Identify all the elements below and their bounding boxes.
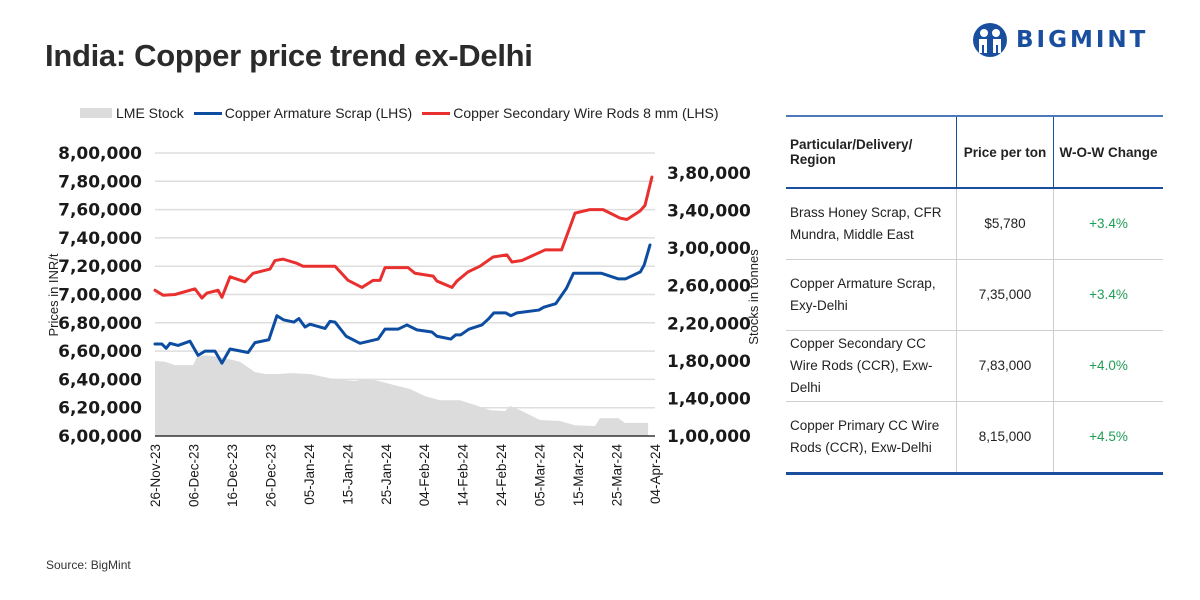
y-tick-label-right: 2,60,000 [667, 277, 751, 297]
cell-change: +4.5% [1053, 401, 1163, 475]
y-tick-label-left: 7,20,000 [58, 257, 142, 277]
legend-label: Copper Armature Scrap (LHS) [224, 105, 413, 121]
y-tick-label-left: 7,60,000 [58, 201, 142, 221]
y-tick-label-left: 6,00,000 [58, 427, 142, 447]
copper-armature-scrap-lhs-line [153, 243, 652, 365]
legend-item-armature-scrap: Copper Armature Scrap (LHS) [193, 105, 413, 121]
y-tick-label-left: 6,80,000 [58, 314, 142, 334]
price-table: Particular/Delivery/ Region Price per to… [786, 115, 1163, 475]
x-tick-label: 05-Jan-24 [302, 444, 317, 505]
y-tick-label-left: 6,60,000 [58, 342, 142, 362]
legend-label: Copper Secondary Wire Rods 8 mm (LHS) [453, 105, 719, 121]
y-tick-label-left: 7,40,000 [58, 229, 142, 249]
y-tick-label-left: 8,00,000 [58, 144, 142, 164]
cell-price: 8,15,000 [956, 401, 1054, 475]
header-change: W-O-W Change [1053, 115, 1163, 189]
table-row: Copper Secondary CC Wire Rods (CCR), Exw… [786, 330, 1163, 402]
cell-change: +4.0% [1053, 330, 1163, 402]
cell-price: $5,780 [956, 188, 1054, 260]
cell-price: 7,35,000 [956, 259, 1054, 331]
x-tick-label: 06-Dec-23 [186, 444, 201, 507]
y-tick-label-right: 1,00,000 [667, 427, 751, 447]
legend-swatch-line [422, 111, 451, 115]
x-tick-label: 15-Jan-24 [340, 444, 355, 505]
legend-item-lme-stock: LME Stock [80, 105, 184, 121]
brand-name: BIGMINT [1016, 27, 1149, 53]
table-row: Copper Armature Scrap, Exy-Delhi 7,35,00… [786, 259, 1163, 331]
axes: 6,00,000 6,20,000 6,40,000 6,60,000 6,80,000… [58, 144, 751, 507]
x-tick-label: 25-Jan-24 [379, 444, 394, 505]
x-tick-label: 04-Feb-24 [417, 444, 432, 507]
header-particular: Particular/Delivery/ Region [786, 115, 957, 189]
lme-stock-area-fill [155, 355, 649, 436]
bigmint-logo-icon [973, 23, 1007, 57]
lme-stock-area [155, 355, 649, 436]
y-tick-label-left: 7,00,000 [58, 286, 142, 306]
page-title: India: Copper price trend ex-Delhi [45, 38, 533, 73]
brand-logo: BIGMINT [972, 22, 1148, 58]
legend-swatch-area [80, 108, 112, 118]
y-tick-label-right: 2,20,000 [667, 314, 751, 334]
x-tick-label: 25-Mar-24 [610, 444, 625, 507]
y-tick-label-right: 1,40,000 [667, 389, 751, 409]
cell-item: Copper Secondary CC Wire Rods (CCR), Exw… [786, 330, 957, 402]
x-tick-label: 26-Dec-23 [263, 444, 278, 507]
y-tick-label-left: 6,20,000 [58, 399, 142, 419]
y-tick-label-left: 7,80,000 [58, 172, 142, 192]
cell-item: Brass Honey Scrap, CFR Mundra, Middle Ea… [786, 188, 957, 260]
legend-item-wire-rods: Copper Secondary Wire Rods 8 mm (LHS) [422, 105, 719, 121]
x-tick-label: 16-Dec-23 [225, 444, 240, 507]
cell-change: +3.4% [1053, 259, 1163, 331]
price-trend-chart: 6,00,000 6,20,000 6,40,000 6,60,000 6,80,000… [46, 144, 761, 507]
legend-label: LME Stock [116, 105, 184, 121]
y-axis-title-right: Stocks in tonnes [746, 249, 761, 345]
y-axis-title-left: Prices in INR/t [46, 253, 61, 336]
source-note: Source: BigMint [46, 558, 131, 572]
table-row: Copper Primary CC Wire Rods (CCR), Exw-D… [786, 401, 1163, 475]
y-tick-label-right: 3,40,000 [667, 202, 751, 222]
cell-change: +3.4% [1053, 188, 1163, 260]
y-tick-label-right: 3,00,000 [667, 239, 751, 259]
table-row: Brass Honey Scrap, CFR Mundra, Middle Ea… [786, 188, 1163, 260]
price-lines [153, 175, 654, 365]
header-price: Price per ton [956, 115, 1054, 189]
x-tick-label: 14-Feb-24 [456, 444, 471, 507]
y-tick-label-right: 3,80,000 [667, 164, 751, 184]
x-tick-label: 24-Feb-24 [494, 444, 509, 507]
cell-item: Copper Primary CC Wire Rods (CCR), Exw-D… [786, 401, 957, 475]
x-tick-label: 26-Nov-23 [148, 444, 163, 507]
legend-swatch-line [193, 111, 222, 115]
table-header-row: Particular/Delivery/ Region Price per to… [786, 115, 1163, 189]
x-tick-label: 15-Mar-24 [571, 444, 586, 507]
chart-legend: LME Stock Copper Armature Scrap (LHS) Co… [80, 105, 729, 121]
cell-price: 7,83,000 [956, 330, 1054, 402]
y-tick-label-left: 6,40,000 [58, 370, 142, 390]
y-tick-label-right: 1,80,000 [667, 352, 751, 372]
x-tick-label: 05-Mar-24 [533, 444, 548, 507]
x-tick-label: 04-Apr-24 [648, 444, 663, 505]
cell-item: Copper Armature Scrap, Exy-Delhi [786, 259, 957, 331]
copper-secondary-wire-rods-8-mm-lhs-line [153, 175, 654, 300]
